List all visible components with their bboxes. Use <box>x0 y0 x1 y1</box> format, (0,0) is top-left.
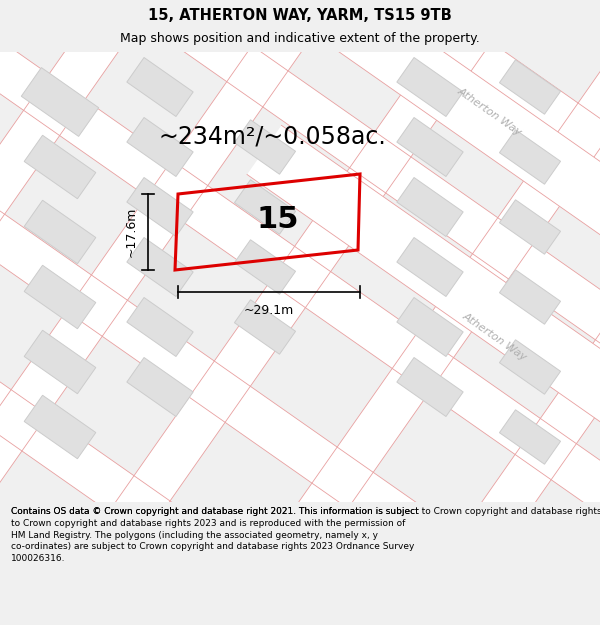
Polygon shape <box>235 180 296 234</box>
Polygon shape <box>397 238 463 296</box>
Text: 15: 15 <box>257 204 299 234</box>
Polygon shape <box>235 240 296 294</box>
Polygon shape <box>235 300 296 354</box>
Polygon shape <box>247 126 600 519</box>
Polygon shape <box>499 130 560 184</box>
Polygon shape <box>127 357 193 416</box>
Polygon shape <box>499 200 560 254</box>
Polygon shape <box>499 340 560 394</box>
Polygon shape <box>24 330 96 394</box>
Polygon shape <box>0 0 331 486</box>
Polygon shape <box>24 200 96 264</box>
Polygon shape <box>127 118 193 176</box>
Polygon shape <box>160 0 600 209</box>
Polygon shape <box>235 120 296 174</box>
Polygon shape <box>79 0 600 324</box>
Polygon shape <box>397 118 463 176</box>
Polygon shape <box>127 238 193 296</box>
Polygon shape <box>147 0 600 625</box>
Polygon shape <box>397 357 463 416</box>
Text: ~234m²/~0.058ac.: ~234m²/~0.058ac. <box>158 125 386 149</box>
Polygon shape <box>499 60 560 114</box>
Polygon shape <box>0 0 208 400</box>
Polygon shape <box>127 298 193 356</box>
Text: Atherton Way: Atherton Way <box>461 311 529 363</box>
Polygon shape <box>0 230 521 625</box>
Polygon shape <box>24 265 96 329</box>
Polygon shape <box>24 395 96 459</box>
Polygon shape <box>127 177 193 236</box>
Text: Contains OS data © Crown copyright and database right 2021. This information is : Contains OS data © Crown copyright and d… <box>11 507 600 516</box>
Text: Atherton Way: Atherton Way <box>456 86 524 138</box>
Polygon shape <box>499 270 560 324</box>
Text: ~29.1m: ~29.1m <box>244 304 294 316</box>
Polygon shape <box>397 177 463 236</box>
Polygon shape <box>257 0 600 339</box>
Text: ~17.6m: ~17.6m <box>125 207 138 258</box>
Polygon shape <box>21 68 99 136</box>
Polygon shape <box>0 0 453 572</box>
Text: 15, ATHERTON WAY, YARM, TS15 9TB: 15, ATHERTON WAY, YARM, TS15 9TB <box>148 8 452 22</box>
Polygon shape <box>24 135 96 199</box>
Polygon shape <box>24 0 576 625</box>
Polygon shape <box>0 116 600 625</box>
Polygon shape <box>269 68 600 625</box>
Polygon shape <box>499 410 560 464</box>
Polygon shape <box>0 1 600 553</box>
Polygon shape <box>127 58 193 116</box>
Polygon shape <box>0 0 600 439</box>
Polygon shape <box>397 58 463 116</box>
Text: Map shows position and indicative extent of the property.: Map shows position and indicative extent… <box>120 32 480 45</box>
Polygon shape <box>397 298 463 356</box>
Text: Contains OS data © Crown copyright and database right 2021. This information is : Contains OS data © Crown copyright and d… <box>11 507 419 563</box>
